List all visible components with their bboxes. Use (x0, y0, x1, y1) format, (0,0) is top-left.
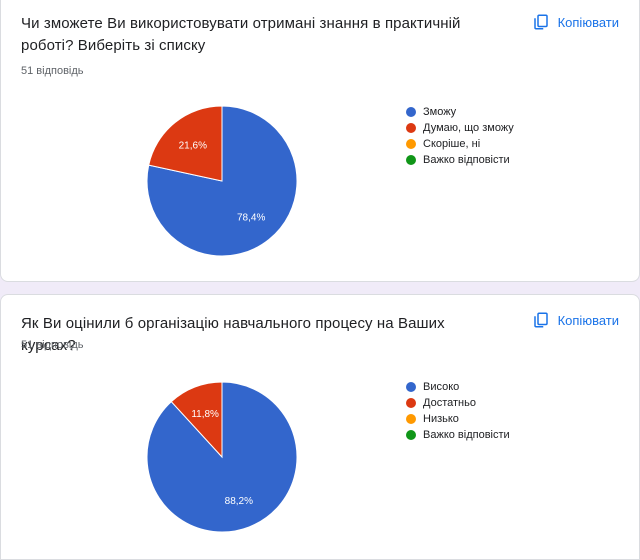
legend-item: Достатньо (406, 395, 510, 411)
legend-item: Низько (406, 411, 510, 427)
legend-swatch (406, 382, 416, 392)
legend-item: Важко відповісти (406, 152, 514, 168)
copy-label: Копіювати (557, 312, 619, 328)
legend-item: Скоріше, ні (406, 136, 514, 152)
question-card-1: Чи зможете Ви використовувати отримані з… (0, 0, 640, 282)
legend-swatch (406, 398, 416, 408)
legend-label: Низько (423, 413, 459, 425)
copy-icon (533, 312, 548, 328)
legend-label: Важко відповісти (423, 429, 510, 441)
legend-swatch (406, 139, 416, 149)
legend-swatch (406, 414, 416, 424)
legend-swatch (406, 123, 416, 133)
legend-item: Високо (406, 379, 510, 395)
pie-slice (146, 105, 298, 257)
legend-item: Важко відповісти (406, 427, 510, 443)
copy-icon (533, 14, 548, 30)
legend-label: Важко відповісти (423, 154, 510, 166)
legend-label: Думаю, що зможу (423, 122, 514, 134)
response-count: 51 відповідь (21, 339, 84, 351)
pie-slice (170, 381, 223, 459)
legend-label: Зможу (423, 106, 457, 118)
pie-chart: 88,2% 11,8% (146, 381, 298, 533)
legend-swatch (406, 107, 416, 117)
chart-legend: Високо Достатньо Низько Важко відповісти (406, 379, 510, 443)
legend-item: Зможу (406, 104, 514, 120)
copy-button[interactable]: Копіювати (532, 311, 619, 329)
legend-item: Думаю, що зможу (406, 120, 514, 136)
pie-chart: 78,4% 21,6% (146, 105, 298, 257)
response-count: 51 відповідь (21, 65, 84, 77)
copy-label: Копіювати (557, 14, 619, 30)
question-title: Як Ви оцінили б організацію навчального … (21, 315, 445, 354)
chart-legend: Зможу Думаю, що зможу Скоріше, ні Важко … (406, 104, 514, 168)
slice-label: 11,8% (191, 409, 219, 420)
slice-label: 78,4% (237, 213, 265, 224)
legend-label: Високо (423, 381, 460, 393)
legend-label: Достатньо (423, 397, 476, 409)
legend-swatch (406, 155, 416, 165)
question-title: Чи зможете Ви використовувати отримані з… (21, 15, 461, 54)
slice-label: 88,2% (225, 496, 253, 507)
legend-swatch (406, 430, 416, 440)
pie-slice (148, 105, 223, 182)
slice-label: 21,6% (179, 140, 207, 151)
question-card-2: Як Ви оцінили б організацію навчального … (0, 294, 640, 560)
legend-label: Скоріше, ні (423, 138, 481, 150)
copy-button[interactable]: Копіювати (532, 13, 619, 31)
